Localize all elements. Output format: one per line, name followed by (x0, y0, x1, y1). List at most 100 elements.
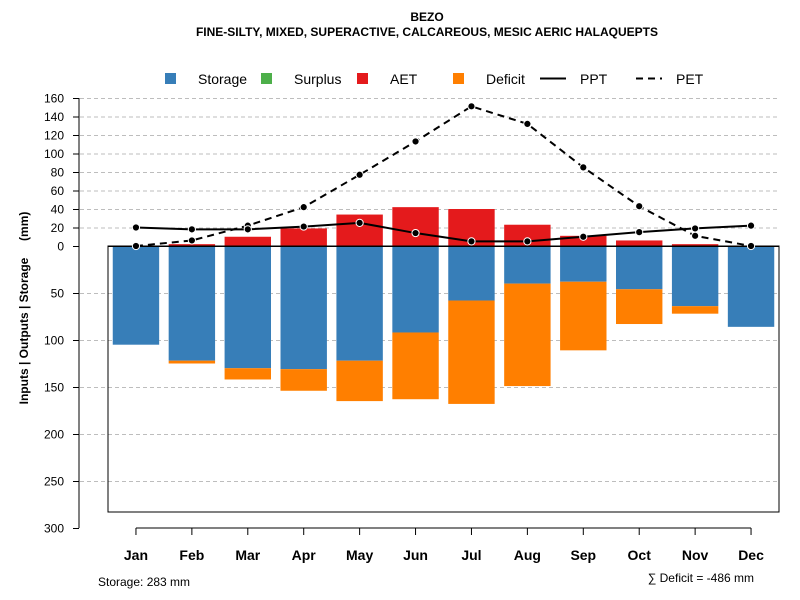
legend-swatch-storage (165, 73, 176, 84)
storage-bar-nov (671, 246, 719, 307)
legend-item-storage: Storage (165, 71, 247, 87)
y-tick-label: 200 (44, 428, 64, 442)
pet-point-nov (691, 231, 700, 240)
ppt-point-sep (579, 232, 588, 241)
pet-point-sep (579, 163, 588, 172)
chart-subtitle: FINE-SILTY, MIXED, SUPERACTIVE, CALCAREO… (196, 25, 658, 39)
x-tick-label-dec: Dec (738, 547, 764, 563)
x-tick-label-aug: Aug (514, 547, 541, 563)
legend-label-storage: Storage (198, 71, 247, 87)
ppt-point-jun (411, 228, 420, 238)
y-tick-label: 250 (44, 475, 64, 489)
x-tick-label-may: May (346, 547, 373, 563)
storage-bar-jul (448, 246, 495, 301)
y-axis-label: Inputs | Outputs | Storage (mm) (17, 212, 31, 405)
ppt-point-dec (746, 221, 756, 230)
deficit-bar-oct (616, 289, 663, 325)
y-tick-label: 0 (57, 240, 64, 254)
legend-label-surplus: Surplus (294, 71, 341, 87)
y-tick-label: 40 (51, 203, 65, 217)
storage-bar-aug (504, 246, 551, 284)
storage-bar-jun (392, 246, 439, 333)
x-tick-label-feb: Feb (179, 547, 204, 563)
deficit-bar-feb (168, 360, 216, 364)
storage-bar-sep (560, 246, 607, 282)
storage-bar-jan (112, 246, 160, 345)
y-tick-label: 300 (44, 522, 64, 536)
y-tick-label: 100 (44, 147, 64, 161)
lines (131, 102, 756, 251)
legend-label-pet: PET (676, 71, 704, 87)
legend-label-aet: AET (390, 71, 418, 87)
pet-point-jan (131, 241, 141, 251)
x-tick-label-apr: Apr (292, 547, 317, 563)
legend-swatch-surplus (261, 73, 272, 84)
legend-swatch-aet (357, 73, 368, 84)
bars (112, 207, 775, 404)
pet-point-may (355, 170, 364, 179)
x-tick-label-jul: Jul (461, 547, 481, 563)
legend-item-surplus: Surplus (261, 71, 341, 87)
gridlines (80, 98, 779, 482)
aet-bar-apr (280, 228, 327, 246)
x-tick-label-jan: Jan (124, 547, 148, 563)
pet-point-dec (746, 241, 756, 251)
y-tick-label: 140 (44, 110, 64, 124)
deficit-bar-apr (280, 369, 327, 391)
y-tick-label: 120 (44, 129, 64, 143)
ppt-point-oct (635, 228, 644, 237)
legend-swatch-deficit (453, 73, 464, 84)
deficit-bar-aug (504, 283, 551, 387)
ppt-point-may (355, 218, 364, 227)
aet-bar-feb (168, 244, 216, 246)
storage-bar-feb (168, 246, 216, 361)
aet-bar-mar (224, 236, 271, 246)
x-tick-label-sep: Sep (570, 547, 596, 563)
deficit-note: ∑ Deficit = -486 mm (648, 571, 754, 585)
pet-point-jun (411, 137, 420, 146)
legend-item-pet: PET (636, 71, 704, 87)
ppt-point-feb (187, 225, 196, 234)
y-tick-label: 160 (44, 92, 64, 106)
ppt-line (135, 221, 752, 243)
x-tick-label-jun: Jun (403, 547, 428, 563)
deficit-bar-may (336, 360, 383, 402)
legend-item-deficit: Deficit (453, 71, 525, 87)
pet-point-apr (299, 203, 308, 212)
deficit-bar-nov (671, 306, 719, 314)
pet-point-oct (635, 202, 644, 211)
y-tick-label: 150 (44, 381, 64, 395)
legend-item-ppt: PPT (540, 71, 608, 87)
y-tick-label: 80 (51, 166, 65, 180)
aet-bar-oct (616, 240, 663, 246)
y-tick-label: 100 (44, 334, 64, 348)
storage-bar-mar (224, 246, 271, 369)
pet-line (135, 105, 752, 247)
deficit-bar-mar (224, 368, 271, 380)
pet-point-aug (523, 119, 532, 129)
storage-bar-dec (727, 246, 775, 327)
deficit-bar-jun (392, 332, 439, 400)
ppt-point-mar (243, 225, 252, 234)
aet-bar-jun (392, 207, 439, 246)
ppt-point-nov (691, 224, 700, 233)
pet-point-feb (187, 236, 196, 245)
legend-label-ppt: PPT (580, 71, 608, 87)
legend: Storage Surplus AET Deficit PPT PET (165, 71, 704, 87)
aet-bar-sep (560, 235, 607, 246)
deficit-bar-sep (560, 281, 607, 351)
x-tick-label-mar: Mar (235, 547, 260, 563)
y-tick-label: 20 (51, 221, 65, 235)
storage-note: Storage: 283 mm (98, 575, 190, 589)
y-tick-label: 60 (51, 184, 65, 198)
y-tick-label: 50 (51, 287, 65, 301)
storage-bar-may (336, 246, 383, 361)
ppt-point-jul (467, 237, 476, 246)
x-tick-label-nov: Nov (682, 547, 709, 563)
ppt-point-apr (299, 222, 308, 231)
storage-bar-oct (616, 246, 663, 290)
legend-label-deficit: Deficit (486, 71, 525, 87)
ppt-point-aug (523, 237, 532, 246)
x-tick-label-oct: Oct (628, 547, 652, 563)
